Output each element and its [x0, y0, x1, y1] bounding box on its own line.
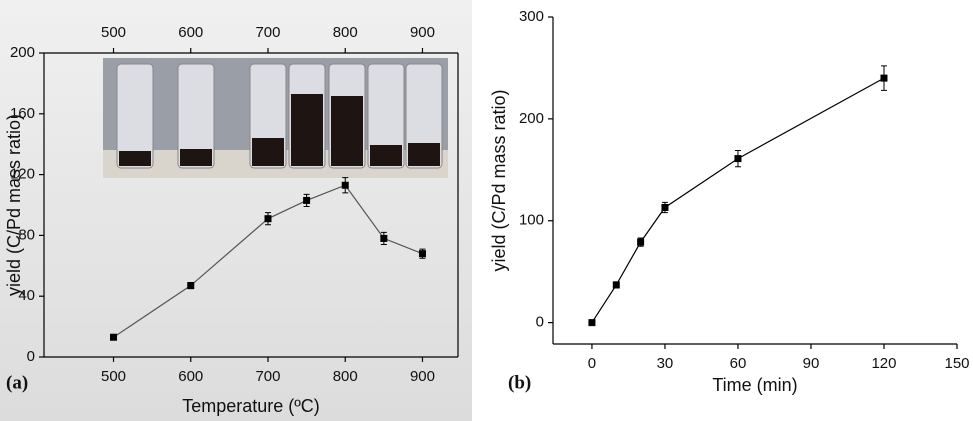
- x-tick-label: 900: [410, 368, 435, 385]
- x-tick-label: 60: [730, 355, 747, 372]
- marker: [264, 215, 272, 223]
- top-tick-label: 700: [255, 24, 280, 41]
- x-axis-label: Temperature (ºC): [182, 396, 320, 416]
- x-tick-label: 90: [803, 355, 820, 372]
- x-tick-label: 500: [101, 368, 126, 385]
- marker: [380, 234, 388, 242]
- top-tick-label: 500: [101, 24, 126, 41]
- marker: [880, 74, 888, 82]
- x-tick-label: 800: [333, 368, 358, 385]
- y-tick-label: 80: [18, 226, 35, 243]
- y-tick-label: 100: [519, 212, 544, 229]
- y-tick-label: 120: [10, 166, 35, 183]
- x-tick-label: 120: [871, 355, 896, 372]
- top-tick-label: 800: [333, 24, 358, 41]
- x-tick-label: 700: [255, 368, 280, 385]
- marker: [341, 181, 349, 189]
- marker: [637, 238, 645, 246]
- x-tick-label: 0: [588, 355, 596, 372]
- y-tick-label: 200: [10, 44, 35, 61]
- y-tick-label: 200: [519, 110, 544, 127]
- marker: [303, 196, 311, 204]
- panel-label: (b): [508, 372, 531, 393]
- marker: [661, 203, 669, 211]
- x-axis-label: Time (min): [712, 375, 797, 395]
- y-axis-label: yield (C/Pd mass ratio): [489, 89, 509, 271]
- x-tick-label: 30: [657, 355, 674, 372]
- y-tick-label: 300: [519, 8, 544, 25]
- marker: [418, 250, 426, 258]
- x-tick-label: 600: [178, 368, 203, 385]
- y-tick-label: 0: [27, 348, 35, 365]
- y-tick-label: 160: [10, 105, 35, 122]
- y-tick-label: 0: [536, 314, 544, 331]
- y-tick-label: 40: [18, 287, 35, 304]
- marker: [588, 319, 596, 327]
- x-tick-label: 150: [944, 355, 969, 372]
- panel-label: (a): [6, 372, 28, 393]
- y-axis-label: yield (C/Pd mass ratio): [4, 114, 24, 296]
- inset-photo: [103, 58, 448, 178]
- top-tick-label: 600: [178, 24, 203, 41]
- marker: [734, 155, 742, 163]
- marker: [612, 281, 620, 289]
- marker: [110, 333, 118, 341]
- marker: [187, 282, 195, 290]
- line: [591, 77, 885, 323]
- top-tick-label: 900: [410, 24, 435, 41]
